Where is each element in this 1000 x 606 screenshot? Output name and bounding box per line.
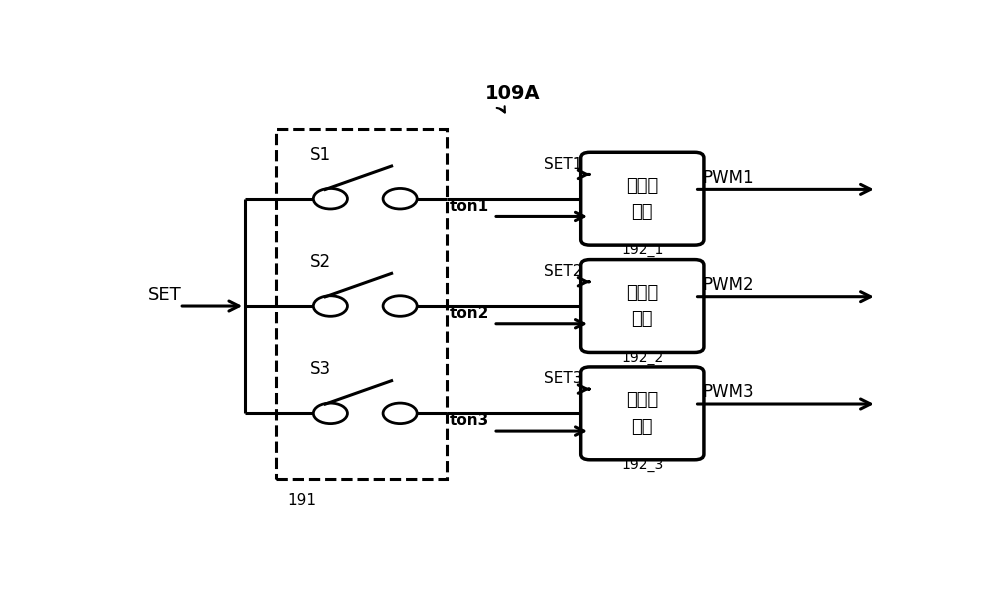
Text: SET2: SET2 (544, 264, 582, 279)
Text: 109A: 109A (485, 84, 540, 103)
Text: SET3: SET3 (544, 371, 582, 386)
FancyBboxPatch shape (581, 259, 704, 353)
Bar (276, 128, 447, 479)
Text: 192_2: 192_2 (621, 351, 664, 365)
Text: SET: SET (148, 286, 182, 304)
Text: S1: S1 (309, 145, 331, 164)
Text: SET1: SET1 (544, 156, 582, 171)
Text: 192_3: 192_3 (621, 458, 664, 472)
Text: S2: S2 (309, 253, 331, 271)
Text: ton1: ton1 (450, 199, 489, 214)
Text: PWM3: PWM3 (702, 383, 754, 401)
Text: 子控制
单元: 子控制 单元 (626, 391, 658, 436)
Text: PWM1: PWM1 (702, 168, 754, 187)
FancyBboxPatch shape (581, 367, 704, 460)
Text: ton2: ton2 (450, 306, 489, 321)
Text: PWM2: PWM2 (702, 276, 754, 294)
FancyBboxPatch shape (581, 152, 704, 245)
Text: 192_1: 192_1 (621, 243, 664, 258)
Text: 子控制
单元: 子控制 单元 (626, 284, 658, 328)
Text: S3: S3 (309, 361, 331, 378)
Text: 子控制
单元: 子控制 单元 (626, 176, 658, 221)
Text: ton3: ton3 (450, 413, 489, 428)
Text: 191: 191 (288, 493, 317, 508)
